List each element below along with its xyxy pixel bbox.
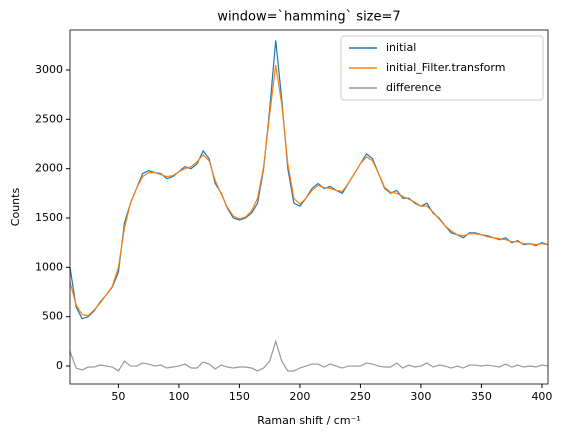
y-axis-label: Counts: [9, 188, 22, 227]
chart-title: window=`hamming` size=7: [217, 10, 400, 25]
x-tick-label: 250: [350, 390, 371, 403]
x-tick-label: 350: [471, 390, 492, 403]
x-tick-label: 300: [410, 390, 431, 403]
x-tick-label: 100: [168, 390, 189, 403]
plot-frame: [69, 29, 549, 385]
y-tick-label: 2000: [35, 162, 63, 175]
y-tick-label: 0: [56, 359, 63, 372]
x-tick-label: 50: [111, 390, 125, 403]
x-tick-label: 200: [289, 390, 310, 403]
y-tick-label: 500: [42, 310, 63, 323]
legend-label: initial: [386, 41, 416, 54]
legend-label: initial_Filter.transform: [386, 61, 505, 74]
x-tick-label: 400: [531, 390, 552, 403]
x-axis-label: Raman shift / cm⁻¹: [257, 414, 361, 427]
data-line: [69, 64, 549, 317]
data-line: [69, 339, 549, 372]
x-tick-label: 150: [229, 390, 250, 403]
y-tick-label: 1000: [35, 260, 63, 273]
y-tick-label: 3000: [35, 63, 63, 76]
legend-box: [340, 35, 544, 101]
legend-label: difference: [386, 81, 441, 94]
y-tick-label: 1500: [35, 211, 63, 224]
y-tick-label: 2500: [35, 112, 63, 125]
